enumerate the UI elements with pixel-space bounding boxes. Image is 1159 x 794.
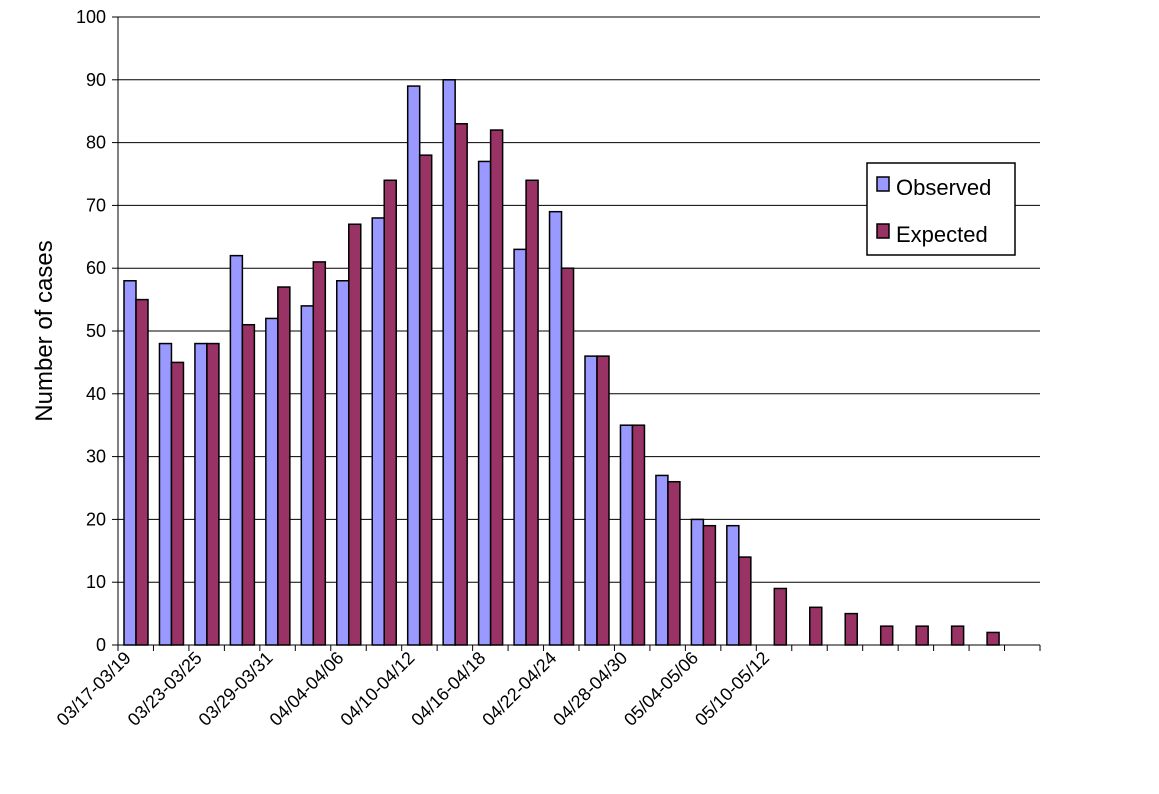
bar bbox=[738, 556, 752, 646]
x-tick-label: 03/23-03/25 bbox=[124, 648, 206, 730]
bar bbox=[950, 625, 965, 646]
y-tick-label: 40 bbox=[86, 384, 106, 404]
y-tick-label: 50 bbox=[86, 321, 106, 341]
x-tick-label: 03/17-03/19 bbox=[53, 648, 135, 730]
bar bbox=[489, 129, 504, 646]
bar bbox=[229, 254, 244, 646]
x-tick-label: 04/10-04/12 bbox=[336, 648, 418, 730]
bar bbox=[596, 355, 610, 646]
bar bbox=[123, 280, 137, 646]
bar bbox=[158, 342, 173, 646]
bar bbox=[560, 267, 575, 646]
bar bbox=[879, 625, 894, 646]
legend-swatch bbox=[876, 223, 890, 239]
bar bbox=[702, 524, 717, 646]
bar bbox=[477, 160, 492, 646]
bar bbox=[194, 342, 208, 646]
x-tick-label: 04/16-04/18 bbox=[407, 648, 489, 730]
bar bbox=[300, 305, 315, 646]
x-tick-label: 05/04-05/06 bbox=[620, 648, 702, 730]
bar bbox=[619, 424, 634, 646]
bar bbox=[584, 355, 598, 646]
bar bbox=[773, 587, 788, 646]
y-axis-label: Number of cases bbox=[31, 240, 58, 421]
bar bbox=[418, 154, 433, 646]
x-tick-label: 05/10-05/12 bbox=[691, 648, 773, 730]
legend-box bbox=[866, 162, 1016, 256]
y-tick-label: 80 bbox=[86, 133, 106, 153]
x-tick-label: 03/29-03/31 bbox=[195, 648, 277, 730]
bar bbox=[265, 317, 279, 646]
bar bbox=[406, 85, 421, 646]
bar bbox=[915, 625, 929, 646]
bar bbox=[513, 248, 527, 646]
legend-swatch bbox=[876, 176, 890, 192]
y-tick-label: 10 bbox=[86, 572, 106, 592]
bar bbox=[336, 280, 350, 646]
bar bbox=[454, 123, 468, 646]
bar bbox=[525, 179, 539, 646]
x-tick-label: 04/28-04/30 bbox=[549, 648, 631, 730]
x-tick-label: 04/04-04/06 bbox=[266, 648, 348, 730]
y-tick-label: 100 bbox=[76, 7, 106, 27]
bar bbox=[241, 323, 256, 646]
y-tick-label: 30 bbox=[86, 447, 106, 467]
y-tick-label: 70 bbox=[86, 195, 106, 215]
legend-label: Expected bbox=[896, 222, 988, 247]
y-tick-label: 0 bbox=[96, 635, 106, 655]
bar bbox=[206, 342, 220, 646]
bar bbox=[348, 223, 362, 646]
bar bbox=[986, 631, 1000, 646]
y-tick-label: 90 bbox=[86, 70, 106, 90]
bar bbox=[312, 261, 327, 646]
y-tick-label: 20 bbox=[86, 509, 106, 529]
bar bbox=[277, 286, 291, 646]
x-tick-label: 04/22-04/24 bbox=[478, 648, 560, 730]
bar bbox=[383, 179, 397, 646]
legend-label: Observed bbox=[896, 175, 991, 200]
bar bbox=[809, 606, 823, 646]
bar bbox=[726, 524, 740, 646]
bar bbox=[690, 518, 705, 646]
bar bbox=[170, 361, 185, 646]
bar bbox=[371, 217, 385, 646]
bar bbox=[655, 474, 669, 646]
bar bbox=[135, 298, 149, 646]
bar bbox=[442, 79, 456, 646]
bar bbox=[631, 424, 646, 646]
bar bbox=[667, 480, 681, 646]
bar bbox=[548, 210, 563, 646]
bar bbox=[844, 612, 858, 646]
y-tick-label: 60 bbox=[86, 258, 106, 278]
